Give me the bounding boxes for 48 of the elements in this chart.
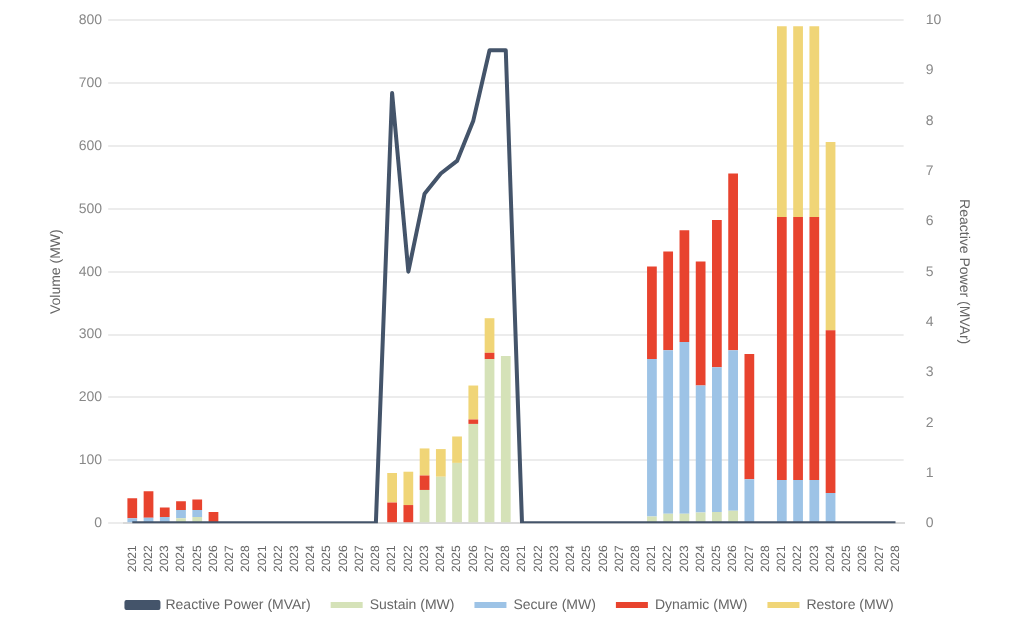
bar (452, 462, 462, 523)
bar (679, 342, 690, 514)
bar (647, 266, 657, 360)
bar (744, 479, 755, 523)
bar (663, 350, 674, 514)
bar (809, 26, 820, 217)
bar (809, 479, 820, 523)
bar (647, 359, 657, 517)
bar (663, 251, 674, 351)
bar (419, 448, 430, 476)
bar (679, 230, 690, 343)
bar (500, 355, 511, 523)
bar (387, 472, 397, 503)
bar (403, 471, 414, 506)
bar (435, 476, 446, 523)
bar (387, 502, 397, 523)
bar (793, 216, 803, 480)
bar (695, 385, 706, 513)
bar (484, 318, 495, 353)
bar (419, 475, 430, 490)
bar (776, 479, 787, 523)
bar (192, 510, 203, 518)
bar (793, 479, 803, 523)
bar (728, 173, 738, 351)
bar (712, 367, 722, 512)
bar (809, 216, 820, 480)
bar (176, 510, 186, 519)
bar (484, 359, 495, 523)
bar (776, 216, 787, 480)
bar (695, 261, 706, 386)
bar (712, 220, 722, 368)
bar (159, 507, 170, 518)
bar (825, 330, 836, 494)
bar (825, 142, 836, 331)
bar (127, 498, 138, 519)
bar (435, 449, 446, 477)
bar (192, 499, 203, 511)
bar (776, 26, 787, 217)
bar (452, 436, 462, 463)
bar (143, 491, 154, 518)
bar (419, 489, 430, 523)
bar (403, 505, 414, 523)
bar (793, 26, 803, 217)
bar (176, 501, 186, 511)
bar (468, 423, 479, 523)
bar (728, 350, 738, 511)
bar (744, 354, 755, 480)
bar (468, 385, 479, 420)
